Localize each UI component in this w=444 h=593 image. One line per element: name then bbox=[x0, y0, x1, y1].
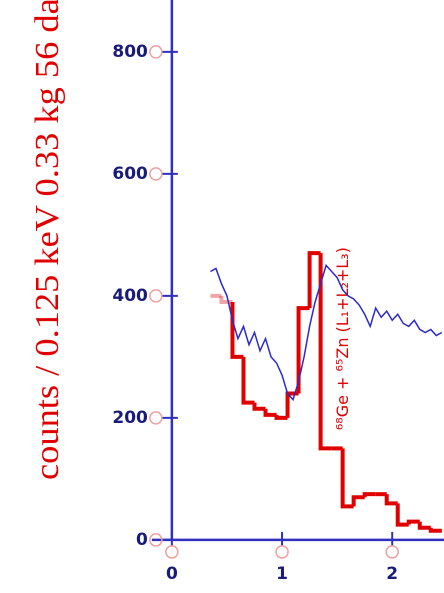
y-tick-label: 400 bbox=[112, 286, 148, 306]
histogram-bin bbox=[384, 494, 398, 506]
y-axis-label: counts / 0.125 keV 0.33 kg 56 day bbox=[29, 0, 66, 480]
histogram-bin bbox=[351, 495, 365, 507]
histogram-bin bbox=[263, 408, 277, 417]
x-tick-label: 2 bbox=[386, 564, 398, 584]
histogram-bin bbox=[296, 306, 310, 394]
x-tick-label: 0 bbox=[166, 564, 178, 584]
line-series bbox=[210, 263, 443, 402]
annotation: ⁶⁸Ge + ⁶⁵Zn (L₁+L₂+L₃) bbox=[333, 247, 352, 430]
histogram-bin bbox=[428, 527, 442, 533]
y-tick-label: 200 bbox=[112, 408, 148, 428]
histogram-bin bbox=[241, 356, 255, 405]
histogram-bin bbox=[318, 253, 332, 451]
tick-circle bbox=[165, 545, 179, 559]
tick-circle bbox=[275, 545, 289, 559]
tick-circle bbox=[149, 289, 163, 303]
y-tick-label: 600 bbox=[112, 164, 148, 184]
histogram-bin bbox=[340, 448, 354, 509]
histogram-bin bbox=[307, 251, 321, 309]
histogram-bin bbox=[252, 402, 266, 411]
histogram-bin bbox=[417, 521, 431, 530]
tick-circle bbox=[149, 167, 163, 181]
histogram-bin bbox=[362, 492, 376, 498]
tick-circle bbox=[385, 545, 399, 559]
y-tick-label: 0 bbox=[136, 530, 148, 550]
x-tick-label: 1 bbox=[276, 564, 288, 584]
tick-circle bbox=[149, 533, 163, 547]
tick-circle bbox=[149, 411, 163, 425]
histogram-bin bbox=[395, 503, 409, 527]
y-tick-label: 800 bbox=[112, 42, 148, 62]
histogram-bin bbox=[274, 414, 288, 420]
tick-circle bbox=[149, 45, 163, 59]
histogram-bin bbox=[406, 519, 420, 525]
